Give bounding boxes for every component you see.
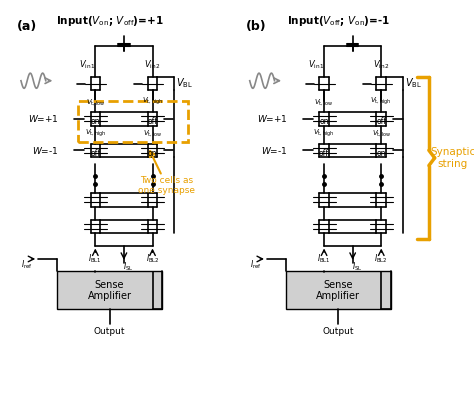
Text: off: off (90, 149, 100, 158)
Text: $W$=+1: $W$=+1 (28, 113, 59, 125)
Text: off: off (376, 117, 386, 126)
Text: Output: Output (94, 327, 125, 336)
Text: $W$=-1: $W$=-1 (33, 145, 59, 156)
Bar (286, 271, 391, 309)
Text: Input($V_\mathrm{on}$; $V_\mathrm{off}$)=+1: Input($V_\mathrm{on}$; $V_\mathrm{off}$)… (56, 14, 164, 28)
Text: on: on (376, 149, 386, 158)
Text: $V_\mathrm{in2}$: $V_\mathrm{in2}$ (373, 58, 389, 71)
Text: $V_\mathrm{t,high}$: $V_\mathrm{t,high}$ (371, 96, 392, 108)
Text: $V_\mathrm{t,high}$: $V_\mathrm{t,high}$ (313, 127, 335, 139)
Text: (b): (b) (246, 20, 266, 33)
Text: $I_\mathrm{ref}$: $I_\mathrm{ref}$ (249, 258, 261, 271)
Text: $V_\mathrm{in2}$: $V_\mathrm{in2}$ (145, 58, 161, 71)
Text: $I_\mathrm{BL2}$: $I_\mathrm{BL2}$ (146, 253, 159, 265)
Text: $V_\mathrm{in1}$: $V_\mathrm{in1}$ (308, 58, 324, 71)
Text: off: off (319, 149, 329, 158)
Text: $V_\mathrm{in1}$: $V_\mathrm{in1}$ (79, 58, 95, 71)
Text: Sense
Amplifier: Sense Amplifier (316, 280, 360, 301)
Bar (57, 271, 162, 309)
Text: on: on (91, 117, 100, 126)
Text: (a): (a) (17, 20, 37, 33)
Text: Input($V_\mathrm{off}$; $V_\mathrm{on}$)=-1: Input($V_\mathrm{off}$; $V_\mathrm{on}$)… (287, 14, 390, 28)
Text: $I_\mathrm{BL2}$: $I_\mathrm{BL2}$ (374, 253, 388, 265)
Text: $I_\mathrm{BL1}$: $I_\mathrm{BL1}$ (89, 253, 102, 265)
Text: Synaptic
string: Synaptic string (430, 147, 474, 169)
Text: off: off (147, 117, 157, 126)
Text: $I_\mathrm{SL}$: $I_\mathrm{SL}$ (123, 260, 134, 273)
Text: Output: Output (323, 327, 354, 336)
Text: $I_\mathrm{ref}$: $I_\mathrm{ref}$ (21, 258, 33, 271)
Text: on: on (148, 149, 157, 158)
Text: on: on (319, 117, 329, 126)
Text: $V_\mathrm{t,low}$: $V_\mathrm{t,low}$ (314, 97, 334, 107)
Text: Sense
Amplifier: Sense Amplifier (88, 280, 132, 301)
Text: $I_\mathrm{BL1}$: $I_\mathrm{BL1}$ (317, 253, 331, 265)
Text: $V_\mathrm{BL}$: $V_\mathrm{BL}$ (405, 77, 422, 91)
Text: $V_\mathrm{t,high}$: $V_\mathrm{t,high}$ (142, 96, 163, 108)
Text: $V_\mathrm{t,low}$: $V_\mathrm{t,low}$ (143, 128, 162, 138)
Text: $W$=+1: $W$=+1 (257, 113, 288, 125)
Text: Two cells as
one synapse: Two cells as one synapse (138, 176, 195, 195)
Text: $V_\mathrm{t,low}$: $V_\mathrm{t,low}$ (372, 128, 391, 138)
Text: $W$=-1: $W$=-1 (261, 145, 288, 156)
Text: $V_\mathrm{BL}$: $V_\mathrm{BL}$ (176, 77, 193, 91)
Text: $I_\mathrm{SL}$: $I_\mathrm{SL}$ (352, 260, 363, 273)
Text: $V_\mathrm{t,high}$: $V_\mathrm{t,high}$ (84, 127, 106, 139)
Text: $V_\mathrm{t,low}$: $V_\mathrm{t,low}$ (86, 97, 105, 107)
